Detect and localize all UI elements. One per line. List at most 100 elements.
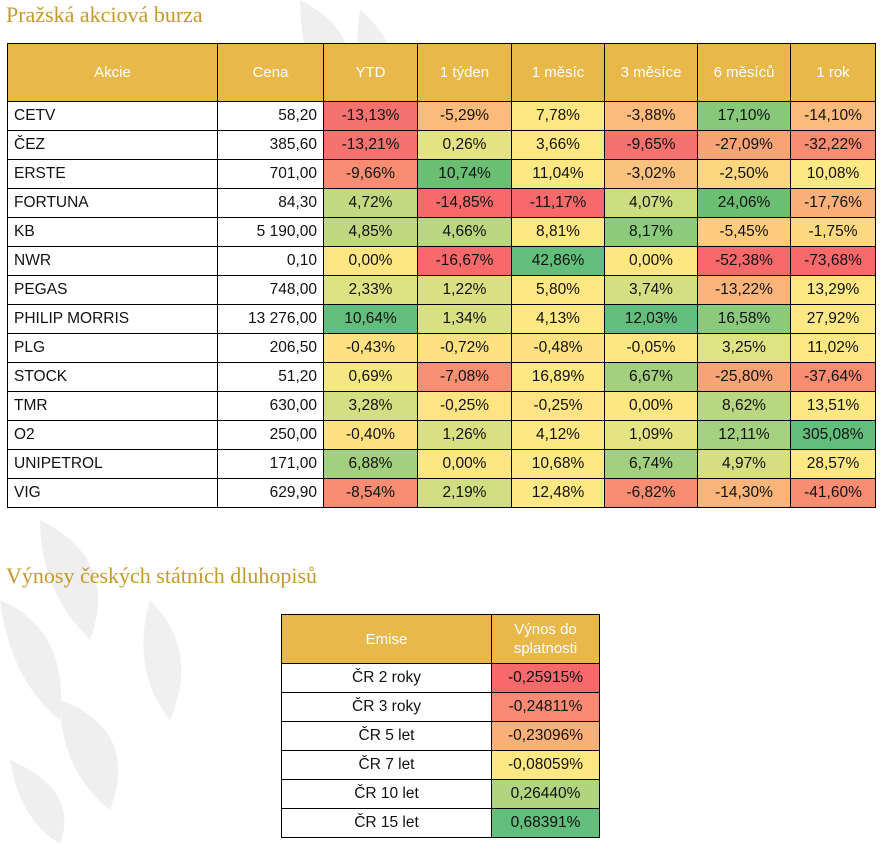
table-row: TMR 630,00 3,28% -0,25% -0,25% 0,00% 8,62% 13,5… [7, 391, 876, 421]
stock-change-cell: 17,10% [697, 101, 791, 131]
stock-price: 250,00 [217, 420, 324, 450]
stock-change-cell: -0,25% [417, 391, 512, 421]
stock-change-cell: 2,19% [417, 478, 512, 508]
stock-change-cell: 8,17% [604, 217, 698, 247]
table-row: ČR 3 roky -0,24811% [281, 692, 600, 722]
stock-change-cell: 2,33% [323, 275, 418, 305]
bond-yield: -0,23096% [491, 721, 600, 751]
stock-name: FORTUNA [7, 188, 218, 218]
stock-change-cell: 0,00% [604, 246, 698, 276]
stock-change-cell: -13,13% [323, 101, 418, 131]
stock-change-cell: 3,74% [604, 275, 698, 305]
stock-name: CETV [7, 101, 218, 131]
stock-price: 51,20 [217, 362, 324, 392]
stock-name: UNIPETROL [7, 449, 218, 479]
table-row: PEGAS 748,00 2,33% 1,22% 5,80% 3,74% -13,22% 13… [7, 275, 876, 305]
stock-price: 5 190,00 [217, 217, 324, 247]
stock-change-cell: -0,48% [511, 333, 605, 363]
table-row: FORTUNA 84,30 4,72% -14,85% -11,17% 4,07% 24,0… [7, 188, 876, 218]
stock-change-cell: 4,85% [323, 217, 418, 247]
stock-change-cell: 7,78% [511, 101, 605, 131]
stock-change-cell: 12,03% [604, 304, 698, 334]
stock-change-cell: -5,29% [417, 101, 512, 131]
stock-change-cell: 1,34% [417, 304, 512, 334]
stock-change-cell: -0,40% [323, 420, 418, 450]
table-row: CETV 58,20 -13,13% -5,29% 7,78% -3,88% 17,10% -… [7, 101, 876, 131]
table-row: VIG 629,90 -8,54% 2,19% 12,48% -6,82% -14,30% -… [7, 478, 876, 508]
stock-change-cell: -37,64% [790, 362, 876, 392]
stock-price: 629,90 [217, 478, 324, 508]
stock-price: 701,00 [217, 159, 324, 189]
stock-change-cell: 13,51% [790, 391, 876, 421]
bond-emise: ČR 2 roky [281, 663, 492, 693]
stock-change-cell: 12,48% [511, 478, 605, 508]
table-row: ČEZ 385,60 -13,21% 0,26% 3,66% -9,65% -27,09% -… [7, 130, 876, 160]
stock-change-cell: -9,66% [323, 159, 418, 189]
stock-price: 630,00 [217, 391, 324, 421]
stock-name: PLG [7, 333, 218, 363]
stock-change-cell: 4,97% [697, 449, 791, 479]
stock-change-cell: -52,38% [697, 246, 791, 276]
stock-change-cell: 10,08% [790, 159, 876, 189]
stock-change-cell: -6,82% [604, 478, 698, 508]
stock-change-cell: 16,89% [511, 362, 605, 392]
header-3-mesice: 3 měsíce [604, 43, 698, 102]
stock-name: NWR [7, 246, 218, 276]
bond-yield: -0,25915% [491, 663, 600, 693]
stock-name: TMR [7, 391, 218, 421]
stock-price: 13 276,00 [217, 304, 324, 334]
header-1-rok: 1 rok [790, 43, 876, 102]
stock-change-cell: 0,26% [417, 130, 512, 160]
stock-change-cell: -3,02% [604, 159, 698, 189]
stock-change-cell: -27,09% [697, 130, 791, 160]
stock-change-cell: -13,21% [323, 130, 418, 160]
stock-change-cell: -9,65% [604, 130, 698, 160]
stock-change-cell: -0,25% [511, 391, 605, 421]
stock-change-cell: -14,10% [790, 101, 876, 131]
stock-name: O2 [7, 420, 218, 450]
bonds-table: Emise Výnos do splatnosti ČR 2 roky -0,25… [281, 614, 600, 838]
stock-name: ERSTE [7, 159, 218, 189]
stock-change-cell: 27,92% [790, 304, 876, 334]
stock-change-cell: -5,45% [697, 217, 791, 247]
stock-name: PHILIP MORRIS [7, 304, 218, 334]
stock-price: 58,20 [217, 101, 324, 131]
stock-change-cell: 11,02% [790, 333, 876, 363]
header-6-mesicu: 6 měsíců [697, 43, 791, 102]
table-row: ČR 2 roky -0,25915% [281, 663, 600, 693]
stock-change-cell: -1,75% [790, 217, 876, 247]
table-row: ČR 7 let -0,08059% [281, 750, 600, 780]
header-ytd: YTD [323, 43, 418, 102]
stock-change-cell: 24,06% [697, 188, 791, 218]
bond-yield: -0,24811% [491, 692, 600, 722]
stock-change-cell: 13,29% [790, 275, 876, 305]
stock-change-cell: 5,80% [511, 275, 605, 305]
table-row: O2 250,00 -0,40% 1,26% 4,12% 1,09% 12,11% 305,0… [7, 420, 876, 450]
stock-change-cell: -16,67% [417, 246, 512, 276]
stock-change-cell: 28,57% [790, 449, 876, 479]
stocks-table: Akcie Cena YTD 1 týden 1 měsíc 3 měsíce … [7, 43, 876, 508]
table-row: NWR 0,10 0,00% -16,67% 42,86% 0,00% -52,38% -73… [7, 246, 876, 276]
stock-name: VIG [7, 478, 218, 508]
bond-emise: ČR 10 let [281, 779, 492, 809]
bond-emise: ČR 15 let [281, 808, 492, 838]
stock-change-cell: -2,50% [697, 159, 791, 189]
table-row: PHILIP MORRIS 13 276,00 10,64% 1,34% 4,13% 12… [7, 304, 876, 334]
bond-emise: ČR 3 roky [281, 692, 492, 722]
stock-change-cell: 8,81% [511, 217, 605, 247]
stock-price: 171,00 [217, 449, 324, 479]
stock-change-cell: -73,68% [790, 246, 876, 276]
table-row: ČR 10 let 0,26440% [281, 779, 600, 809]
header-akcie: Akcie [7, 43, 218, 102]
stock-name: STOCK [7, 362, 218, 392]
stock-change-cell: 4,13% [511, 304, 605, 334]
stock-change-cell: 305,08% [790, 420, 876, 450]
bond-yield: 0,26440% [491, 779, 600, 809]
stocks-section-title: Pražská akciová burza [6, 2, 203, 27]
bonds-header-row: Emise Výnos do splatnosti [281, 614, 600, 664]
stock-change-cell: -14,85% [417, 188, 512, 218]
stock-change-cell: -8,54% [323, 478, 418, 508]
bond-yield: -0,08059% [491, 750, 600, 780]
table-row: ČR 5 let -0,23096% [281, 721, 600, 751]
stock-change-cell: 0,00% [323, 246, 418, 276]
